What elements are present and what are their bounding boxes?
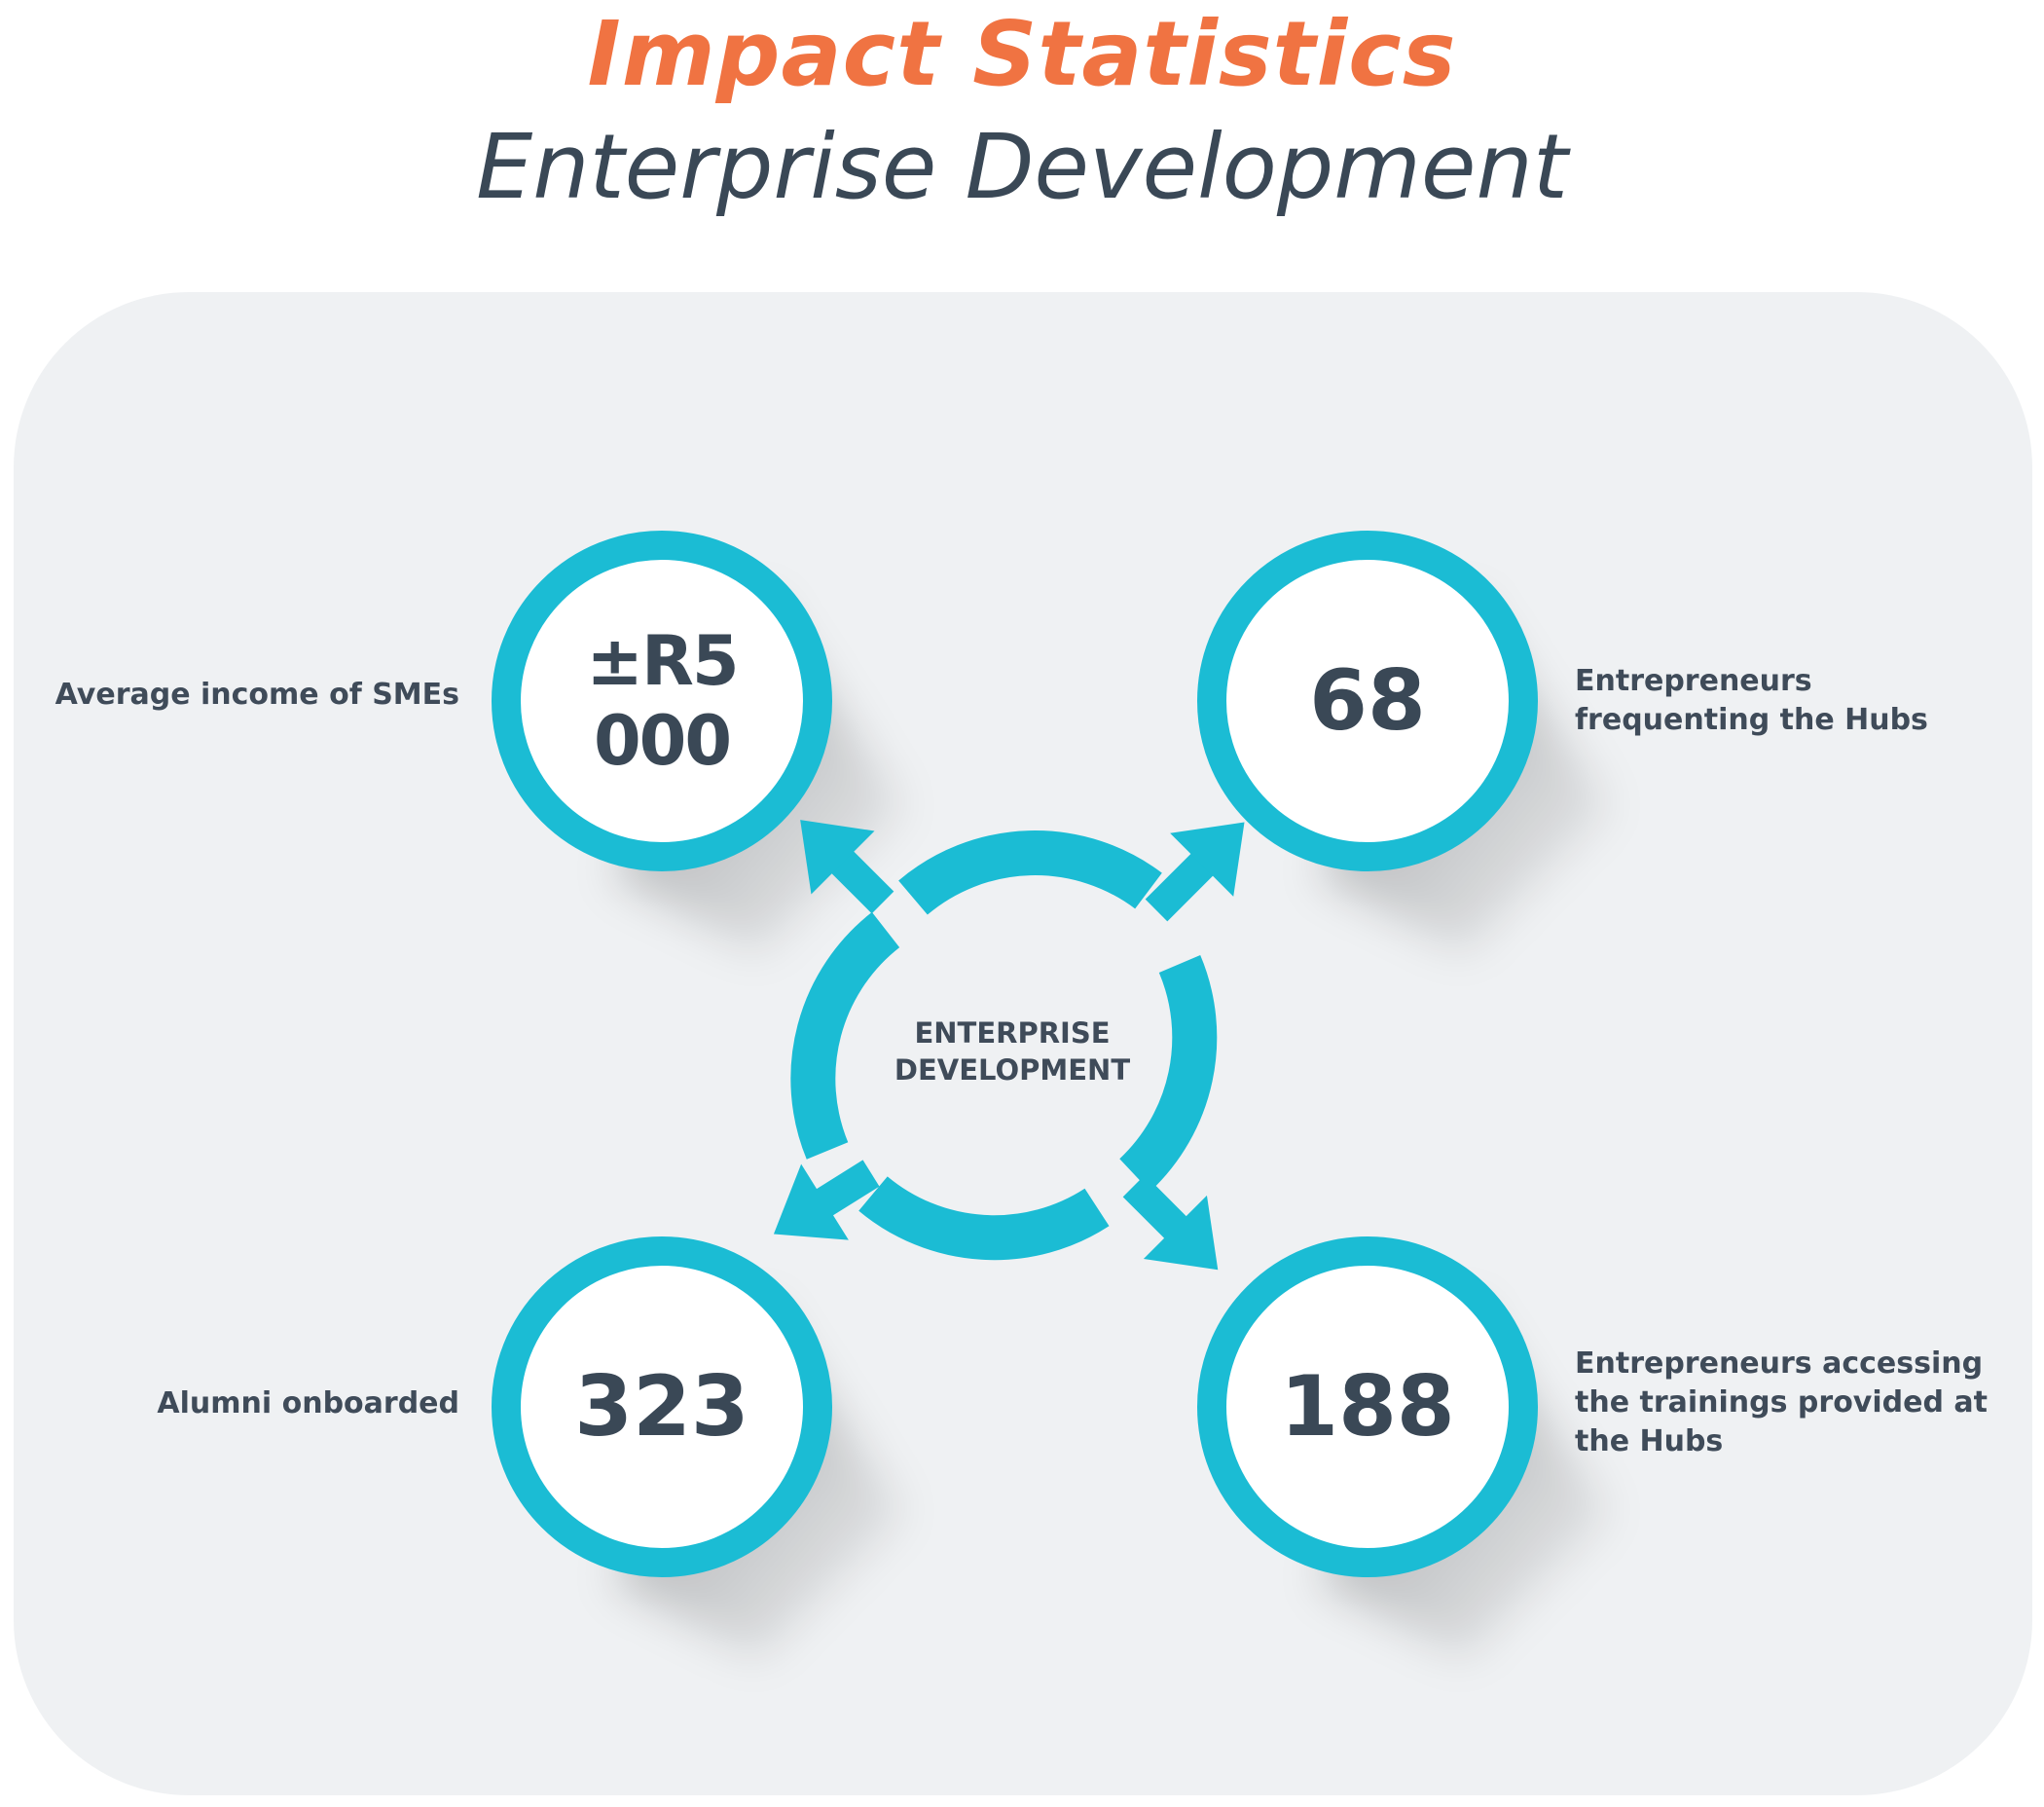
stat-circles <box>492 531 1538 1577</box>
ring-arc-right <box>1118 955 1218 1192</box>
content-panel <box>14 292 2032 1795</box>
center-label-line2: DEVELOPMENT <box>894 1053 1131 1087</box>
stat-label-income: Average income of SMEs <box>55 676 459 715</box>
arrow-to-bottom-left <box>773 1160 880 1240</box>
ring-arc-left <box>790 911 900 1160</box>
stat-label-alumni-line1: Alumni onboarded <box>157 1386 459 1420</box>
stat-circle-top-right <box>1197 531 1538 871</box>
stat-label-frequenting-line2: frequenting the Hubs <box>1575 703 1928 737</box>
page-title: Impact Statistics <box>587 2 1457 106</box>
arrows <box>773 820 1245 1271</box>
center-label-line1: ENTERPRISE <box>914 1016 1111 1050</box>
stat-label-training-line3: the Hubs <box>1575 1424 1724 1458</box>
stat-label-entrepreneurs-training: Entrepreneurs accessing the trainings pr… <box>1575 1345 1988 1461</box>
stat-value-entrepreneurs-frequenting: 68 <box>1309 652 1426 750</box>
stat-label-training-line2: the trainings provided at <box>1575 1385 1988 1420</box>
stat-label-income-line1: Average income of SMEs <box>55 678 459 712</box>
stat-value-entrepreneurs-training: 188 <box>1280 1358 1455 1456</box>
stat-value-income: ±R5 000 <box>586 621 739 781</box>
stat-label-alumni: Alumni onboarded <box>157 1384 459 1423</box>
stat-label-training-line1: Entrepreneurs accessing <box>1575 1346 1984 1381</box>
stat-circle-bottom-right <box>1197 1236 1538 1577</box>
page-subtitle: Enterprise Development <box>476 115 1568 219</box>
arrow-to-top-left <box>800 820 894 914</box>
arrow-to-top-right <box>1145 822 1245 922</box>
ring-arc-top <box>898 830 1162 915</box>
arrow-to-bottom-right <box>1122 1174 1219 1271</box>
stat-circle-bottom-left <box>492 1236 832 1577</box>
stat-label-entrepreneurs-frequenting: Entrepreneurs frequenting the Hubs <box>1575 662 1928 740</box>
ring-arc-bottom <box>858 1176 1110 1261</box>
stat-circle-top-left <box>492 531 832 871</box>
stat-label-frequenting-line1: Entrepreneurs <box>1575 664 1812 698</box>
center-ring <box>790 830 1218 1261</box>
center-label: ENTERPRISE DEVELOPMENT <box>857 1014 1168 1088</box>
stat-value-alumni: 323 <box>574 1358 749 1456</box>
